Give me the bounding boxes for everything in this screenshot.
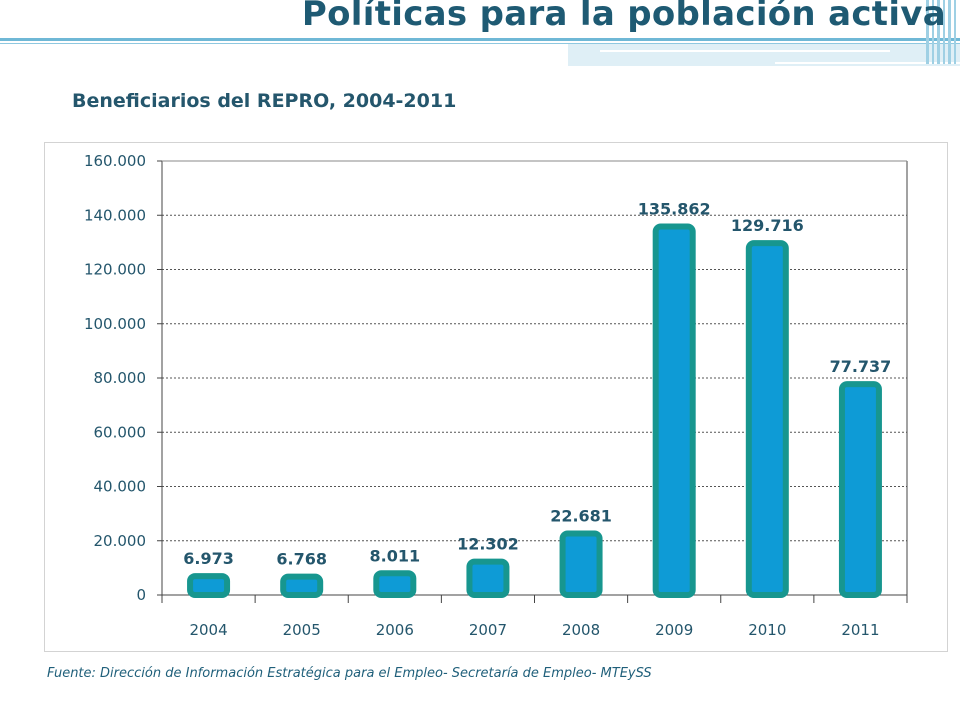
data-label: 8.011 [370,546,421,565]
x-tick-label: 2009 [655,621,693,639]
data-label: 22.681 [550,506,612,525]
bar [466,558,510,598]
data-label: 77.737 [830,357,892,376]
y-tick-label: 100.000 [84,315,146,333]
x-tick-label: 2005 [283,621,321,639]
chart-title: Beneficiarios del REPRO, 2004-2011 [72,90,457,112]
x-tick-label: 2004 [189,621,227,639]
x-tick-label: 2007 [469,621,507,639]
bar [280,573,324,598]
bar [373,570,417,598]
data-label: 129.716 [731,216,804,235]
x-tick-label: 2010 [748,621,786,639]
y-tick-label: 160.000 [84,152,146,170]
labels: 0 20.000 40.000 60.000 80.000 100.000 120.000 1… [84,152,891,639]
y-tick-label: 40.000 [94,478,147,496]
y-tick-label: 0 [136,586,146,604]
header-lines [0,0,960,66]
x-tick-label: 2011 [841,621,879,639]
x-tick-label: 2008 [562,621,600,639]
data-label: 6.973 [183,549,234,568]
data-label: 12.302 [457,535,519,554]
y-tick-label: 20.000 [94,532,147,550]
bar [559,530,603,598]
y-tick-label: 60.000 [94,423,147,441]
bar [838,381,882,599]
bar [745,240,789,598]
bar [187,573,231,599]
y-tick-label: 140.000 [84,206,146,224]
x-tick-label: 2006 [376,621,414,639]
header-decoration: Políticas para la población activa [0,0,960,70]
y-tick-label: 120.000 [84,261,146,279]
bar [652,223,696,598]
slide-title: Políticas para la población activa [301,0,946,34]
y-tick-label: 80.000 [94,369,147,387]
bars [187,223,882,599]
source-note: Fuente: Dirección de Información Estraté… [47,666,652,681]
data-label: 135.862 [638,199,711,218]
data-label: 6.768 [276,550,327,569]
